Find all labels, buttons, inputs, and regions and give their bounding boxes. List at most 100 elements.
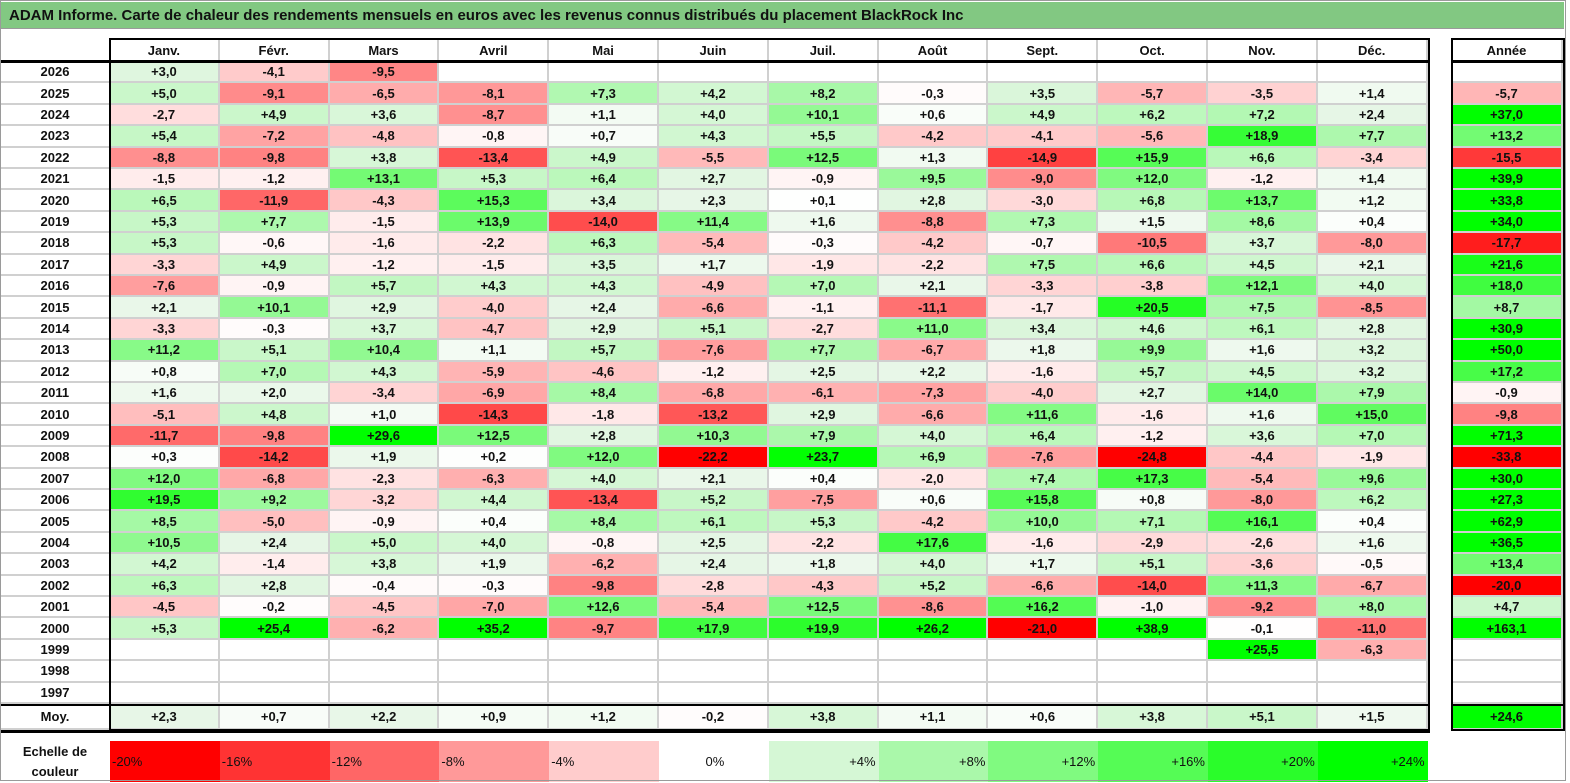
heatmap-cell: +1,8: [988, 340, 1099, 362]
heatmap-cell: +10,4: [329, 340, 440, 362]
heatmap-cell: -9,8: [549, 575, 659, 597]
heatmap-cell: -4,2: [878, 233, 989, 255]
heatmap-cell: +3,8: [329, 554, 440, 576]
heatmap-cell: +5,7: [329, 276, 440, 298]
heatmap-cell: +4,3: [659, 126, 769, 148]
heatmap-cell: -1,6: [988, 361, 1099, 383]
heatmap-cell: +12,0: [1098, 169, 1208, 191]
heatmap-cell: +7,9: [768, 425, 879, 448]
heatmap-cell: +0,4: [768, 468, 879, 490]
heatmap-cell: -5,5: [659, 147, 769, 169]
heatmap-cell: -6,7: [878, 340, 989, 362]
heatmap-cell: +5,1: [219, 340, 330, 362]
column-header: Juil.: [768, 40, 879, 62]
heatmap-cell: +13,9: [439, 211, 550, 234]
heatmap-cell: +10,1: [768, 104, 879, 127]
annual-column-header: Année: [1452, 40, 1563, 62]
annual-cell: +27,3: [1452, 490, 1563, 512]
color-scale-swatch: +20%: [1208, 741, 1318, 782]
divider: [0, 730, 1430, 733]
heatmap-cell: -2,6: [1208, 532, 1318, 555]
heatmap-cell: +18,9: [1208, 126, 1318, 148]
heatmap-cell: +13,1: [329, 169, 440, 191]
heatmap-cell: -6,5: [329, 83, 440, 105]
heatmap-cell: +16,1: [1208, 511, 1318, 533]
annual-cell: -33,8: [1452, 447, 1563, 469]
heatmap-cell: +7,5: [988, 254, 1099, 276]
heatmap-cell: -7,6: [988, 447, 1099, 469]
heatmap-cell: +0,6: [878, 104, 989, 127]
heatmap-cell: -4,2: [878, 126, 989, 148]
heatmap-cell: +4,0: [659, 104, 769, 127]
heatmap-cell: +2,9: [549, 318, 659, 341]
row-year-label: 2012: [0, 361, 110, 383]
heatmap-cell: -4,1: [988, 126, 1099, 148]
heatmap-cell: -5,7: [1098, 83, 1208, 105]
heatmap-cell: -4,5: [110, 597, 220, 619]
heatmap-cell: +8,4: [549, 511, 659, 533]
annual-cell: +39,9: [1452, 169, 1563, 191]
column-header: Oct.: [1098, 40, 1208, 62]
heatmap-cell: -3,0: [988, 190, 1099, 212]
heatmap-cell: -4,0: [988, 383, 1099, 405]
heatmap-cell: [549, 661, 659, 683]
heatmap-cell: -8,7: [439, 104, 550, 127]
heatmap-cell: +3,6: [1208, 425, 1318, 448]
heatmap-cell: +0,7: [549, 126, 659, 148]
heatmap-cell: +5,7: [1098, 361, 1208, 383]
heatmap-cell: +2,4: [659, 554, 769, 576]
heatmap-cell: -2,9: [1098, 532, 1208, 555]
heatmap-cell: +7,7: [1317, 126, 1428, 148]
heatmap-cell: +17,6: [878, 532, 989, 555]
average-cell: +0,6: [988, 705, 1099, 730]
heatmap-cell: -3,5: [1208, 83, 1318, 105]
heatmap-cell: +2,7: [1098, 383, 1208, 405]
average-annual-cell: +24,6: [1452, 705, 1563, 730]
heatmap-cell: [988, 639, 1099, 662]
heatmap-cell: +5,1: [1098, 554, 1208, 576]
heatmap-cell: +6,4: [549, 169, 659, 191]
row-year-label: 2001: [0, 597, 110, 619]
heatmap-cell: +1,0: [329, 404, 440, 426]
heatmap-cell: +5,3: [439, 169, 550, 191]
heatmap-cell: +19,9: [768, 618, 879, 640]
heatmap-cell: +7,0: [219, 361, 330, 383]
heatmap-cell: [110, 639, 220, 662]
heatmap-cell: +12,5: [768, 147, 879, 169]
heatmap-cell: +9,5: [878, 169, 989, 191]
heatmap-cell: [1208, 682, 1318, 704]
average-cell: +5,1: [1208, 705, 1318, 730]
heatmap-cell: -0,9: [219, 276, 330, 298]
color-scale-swatch: -20%: [110, 741, 220, 782]
heatmap-cell: -0,4: [329, 575, 440, 597]
average-cell: +0,9: [439, 705, 550, 730]
annual-cell: +62,9: [1452, 511, 1563, 533]
heatmap-cell: [988, 661, 1099, 683]
heatmap-cell: +6,2: [1317, 490, 1428, 512]
row-year-label: 2011: [0, 383, 110, 405]
heatmap-cell: [1317, 62, 1428, 84]
heatmap-cell: -2,8: [659, 575, 769, 597]
heatmap-cell: [768, 62, 879, 84]
heatmap-cell: -11,0: [1317, 618, 1428, 640]
heatmap-cell: -2,0: [878, 468, 989, 490]
heatmap-cell: +3,7: [1208, 233, 1318, 255]
heatmap-cell: +0,6: [878, 490, 989, 512]
color-scale-swatch: +12%: [988, 741, 1099, 782]
heatmap-cell: -0,9: [768, 169, 879, 191]
heatmap-cell: [878, 682, 989, 704]
heatmap-cell: +17,9: [659, 618, 769, 640]
row-year-label: 2025: [0, 83, 110, 105]
color-scale-swatch: +16%: [1098, 741, 1208, 782]
row-year-label: 2016: [0, 276, 110, 298]
heatmap-cell: -4,3: [768, 575, 879, 597]
row-year-label: 2018: [0, 233, 110, 255]
heatmap-cell: [439, 62, 550, 84]
heatmap-cell: +7,1: [1098, 511, 1208, 533]
heatmap-cell: [659, 62, 769, 84]
heatmap-cell: -22,2: [659, 447, 769, 469]
heatmap-cell: +1,1: [549, 104, 659, 127]
annual-cell: +8,7: [1452, 297, 1563, 319]
heatmap-cell: [878, 661, 989, 683]
heatmap-cell: +9,2: [219, 490, 330, 512]
